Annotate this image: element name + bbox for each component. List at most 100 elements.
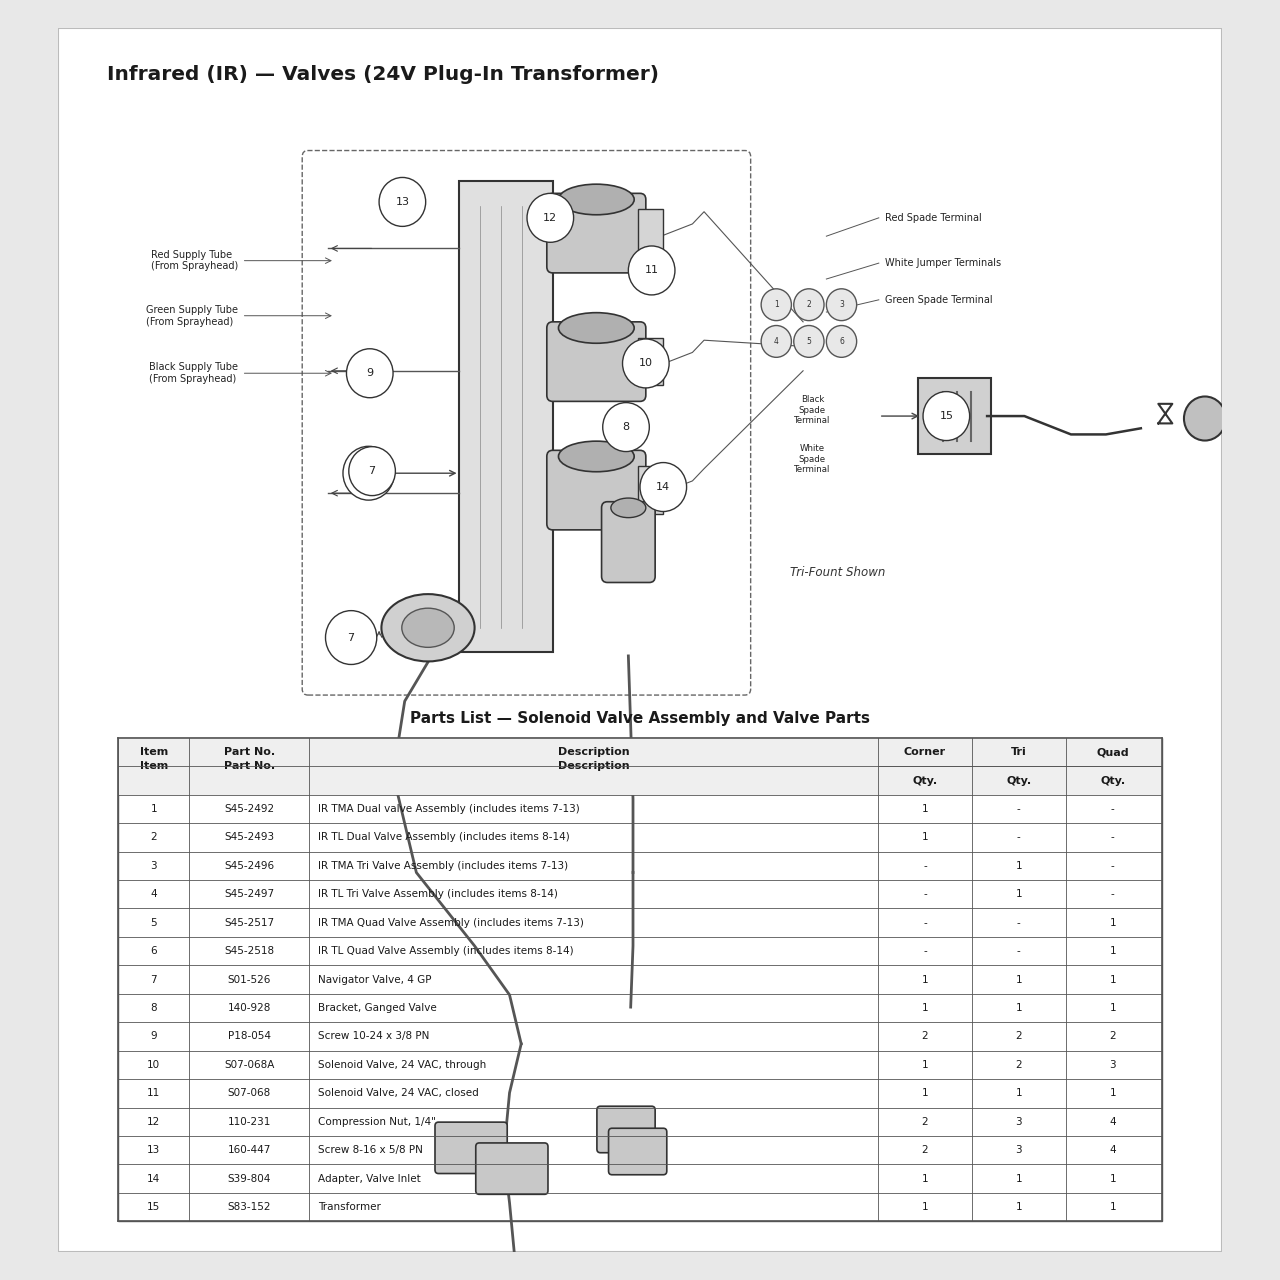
FancyBboxPatch shape bbox=[918, 378, 991, 454]
Text: 2: 2 bbox=[1110, 1032, 1116, 1042]
Ellipse shape bbox=[402, 608, 454, 648]
Text: S45-2518: S45-2518 bbox=[224, 946, 274, 956]
Circle shape bbox=[347, 348, 393, 398]
Text: 3: 3 bbox=[1110, 1060, 1116, 1070]
Text: 3: 3 bbox=[1015, 1116, 1023, 1126]
Text: White Jumper Terminals: White Jumper Terminals bbox=[884, 259, 1001, 268]
Circle shape bbox=[603, 403, 649, 452]
Text: Transformer: Transformer bbox=[319, 1202, 381, 1212]
Text: 1: 1 bbox=[1110, 946, 1116, 956]
Text: 4: 4 bbox=[1110, 1146, 1116, 1155]
FancyBboxPatch shape bbox=[596, 1106, 655, 1153]
Ellipse shape bbox=[558, 184, 634, 215]
Ellipse shape bbox=[611, 498, 646, 517]
Text: 5: 5 bbox=[806, 337, 812, 346]
FancyBboxPatch shape bbox=[547, 451, 646, 530]
Text: -: - bbox=[1111, 804, 1115, 814]
FancyBboxPatch shape bbox=[476, 1143, 548, 1194]
Text: -: - bbox=[1018, 918, 1020, 928]
Text: Item: Item bbox=[140, 748, 168, 756]
Text: -: - bbox=[1018, 946, 1020, 956]
Text: White
Spade
Terminal: White Spade Terminal bbox=[794, 444, 831, 474]
Text: 1: 1 bbox=[922, 1088, 928, 1098]
Text: Part No.: Part No. bbox=[224, 762, 275, 772]
Text: S07-068: S07-068 bbox=[228, 1088, 271, 1098]
Text: -: - bbox=[1018, 804, 1020, 814]
Circle shape bbox=[794, 289, 824, 320]
Text: Red Spade Terminal: Red Spade Terminal bbox=[884, 212, 982, 223]
Text: S83-152: S83-152 bbox=[228, 1202, 271, 1212]
FancyBboxPatch shape bbox=[637, 209, 663, 257]
Text: 1: 1 bbox=[1110, 1174, 1116, 1184]
Text: 12: 12 bbox=[543, 212, 557, 223]
Text: 1: 1 bbox=[1110, 1004, 1116, 1012]
Text: 1: 1 bbox=[1110, 1088, 1116, 1098]
FancyBboxPatch shape bbox=[435, 1123, 507, 1174]
Circle shape bbox=[827, 325, 856, 357]
Text: -: - bbox=[1111, 832, 1115, 842]
Text: 13: 13 bbox=[396, 197, 410, 207]
Text: 140-928: 140-928 bbox=[228, 1004, 271, 1012]
Text: 1: 1 bbox=[922, 1174, 928, 1184]
Text: 3: 3 bbox=[1015, 1146, 1023, 1155]
FancyBboxPatch shape bbox=[602, 502, 655, 582]
Text: Infrared (IR) — Valves (24V Plug-In Transformer): Infrared (IR) — Valves (24V Plug-In Tran… bbox=[106, 65, 658, 84]
Circle shape bbox=[628, 246, 675, 294]
Text: Qty.: Qty. bbox=[913, 776, 937, 786]
Text: Quad: Quad bbox=[1097, 748, 1129, 756]
Text: IR TMA Tri Valve Assembly (includes items 7-13): IR TMA Tri Valve Assembly (includes item… bbox=[319, 861, 568, 870]
Text: 7: 7 bbox=[150, 974, 157, 984]
Circle shape bbox=[762, 289, 791, 320]
Text: 13: 13 bbox=[147, 1146, 160, 1155]
Text: Green Supply Tube
(From Sprayhead): Green Supply Tube (From Sprayhead) bbox=[146, 305, 238, 326]
FancyBboxPatch shape bbox=[58, 28, 1222, 1252]
Text: -: - bbox=[1111, 890, 1115, 900]
Circle shape bbox=[622, 339, 669, 388]
Text: 12: 12 bbox=[147, 1116, 160, 1126]
FancyBboxPatch shape bbox=[637, 338, 663, 385]
Circle shape bbox=[762, 325, 791, 357]
Text: 1: 1 bbox=[774, 301, 778, 310]
Text: S07-068A: S07-068A bbox=[224, 1060, 274, 1070]
FancyBboxPatch shape bbox=[118, 737, 1162, 795]
Text: Bracket, Ganged Valve: Bracket, Ganged Valve bbox=[319, 1004, 438, 1012]
Text: Tri: Tri bbox=[1011, 748, 1027, 756]
Text: 1: 1 bbox=[1110, 974, 1116, 984]
Text: Tri-Fount Shown: Tri-Fount Shown bbox=[790, 566, 886, 579]
Text: Description: Description bbox=[558, 748, 630, 756]
Text: IR TMA Dual valve Assembly (includes items 7-13): IR TMA Dual valve Assembly (includes ite… bbox=[319, 804, 580, 814]
Text: Corner: Corner bbox=[904, 748, 946, 756]
Circle shape bbox=[349, 447, 396, 495]
Text: 1: 1 bbox=[1015, 890, 1023, 900]
FancyBboxPatch shape bbox=[460, 182, 553, 653]
Text: 4: 4 bbox=[1110, 1116, 1116, 1126]
Circle shape bbox=[794, 325, 824, 357]
Text: 5: 5 bbox=[150, 918, 157, 928]
Text: 160-447: 160-447 bbox=[228, 1146, 271, 1155]
Text: -: - bbox=[1018, 832, 1020, 842]
Text: P18-054: P18-054 bbox=[228, 1032, 270, 1042]
Text: S01-526: S01-526 bbox=[228, 974, 271, 984]
Circle shape bbox=[640, 462, 686, 512]
Text: 2: 2 bbox=[150, 832, 157, 842]
Text: 2: 2 bbox=[922, 1116, 928, 1126]
Text: 8: 8 bbox=[150, 1004, 157, 1012]
Text: 1: 1 bbox=[1015, 974, 1023, 984]
Text: IR TL Quad Valve Assembly (includes items 8-14): IR TL Quad Valve Assembly (includes item… bbox=[319, 946, 575, 956]
Text: 1: 1 bbox=[1015, 1174, 1023, 1184]
Text: 9: 9 bbox=[365, 468, 372, 479]
Text: Parts List — Solenoid Valve Assembly and Valve Parts: Parts List — Solenoid Valve Assembly and… bbox=[410, 710, 870, 726]
Text: -: - bbox=[923, 890, 927, 900]
Text: S45-2517: S45-2517 bbox=[224, 918, 274, 928]
Text: Solenoid Valve, 24 VAC, through: Solenoid Valve, 24 VAC, through bbox=[319, 1060, 486, 1070]
Text: 8: 8 bbox=[622, 422, 630, 433]
Text: 3: 3 bbox=[840, 301, 844, 310]
Text: -: - bbox=[1111, 861, 1115, 870]
Text: 9: 9 bbox=[366, 369, 374, 378]
Text: 1: 1 bbox=[1015, 1202, 1023, 1212]
Text: 1: 1 bbox=[922, 1004, 928, 1012]
Text: 1: 1 bbox=[922, 832, 928, 842]
Text: Description: Description bbox=[558, 762, 630, 772]
Text: 2: 2 bbox=[1015, 1060, 1023, 1070]
Text: 11: 11 bbox=[147, 1088, 160, 1098]
